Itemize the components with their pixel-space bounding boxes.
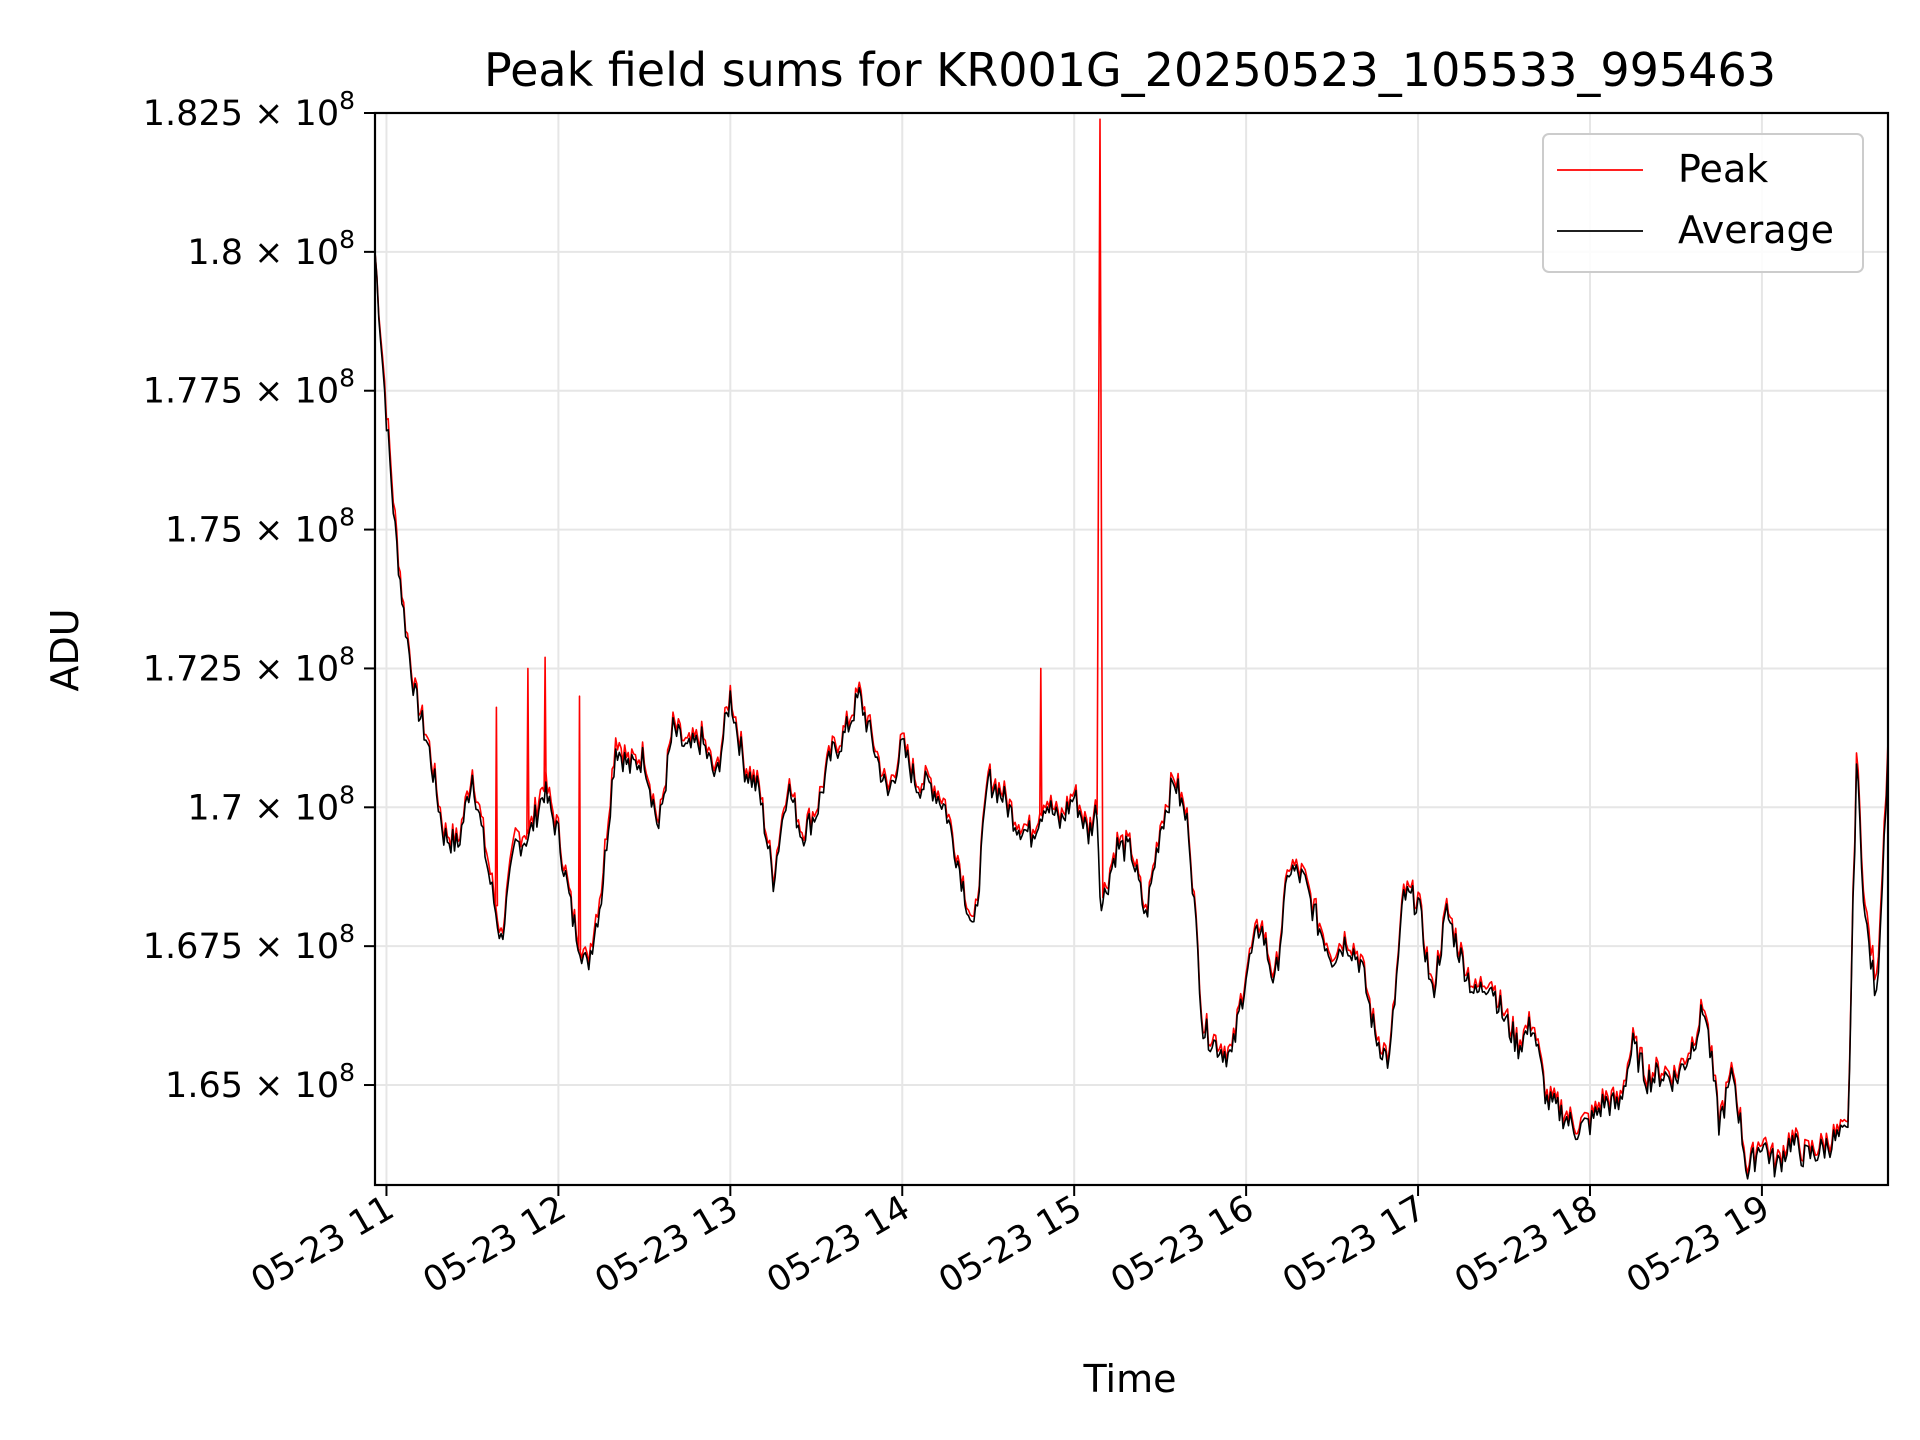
legend-peak-label: Peak (1678, 147, 1768, 191)
grid (375, 112, 1888, 1185)
average-series-line (375, 252, 1888, 1180)
y-axis: 1.65 × 108 1.675 × 108 1.7 × 108 1.725 × 10… (143, 86, 375, 1106)
y-axis-label: ADU (43, 608, 87, 691)
x-axis-label: Time (1083, 1357, 1177, 1401)
y-tick-label: 1.75 × 108 (165, 503, 355, 551)
y-tick-label: 1.725 × 108 (143, 641, 355, 689)
legend: Peak Average (1542, 133, 1864, 273)
y-tick-label: 1.8 × 108 (187, 225, 355, 273)
peak-series-line (375, 118, 1888, 1174)
y-tick-label: 1.775 × 108 (143, 364, 355, 412)
y-tick-label: 1.65 × 108 (165, 1058, 355, 1106)
x-tick-label: 05-23 15 (932, 1188, 1088, 1301)
x-tick-label: 05-23 17 (1276, 1188, 1432, 1301)
x-tick-label: 05-23 13 (589, 1188, 745, 1301)
x-tick-label: 05-23 14 (760, 1188, 916, 1301)
x-tick-label: 05-23 16 (1104, 1188, 1260, 1301)
series-layer (375, 118, 1888, 1180)
plot-frame (373, 111, 1890, 1187)
y-tick-label: 1.675 × 108 (143, 919, 355, 967)
x-tick-label: 05-23 19 (1620, 1188, 1776, 1301)
x-tick-label: 05-23 18 (1448, 1188, 1604, 1301)
chart-title: Peak field sums for KR001G_20250523_1055… (484, 43, 1776, 97)
y-tick-label: 1.7 × 108 (187, 780, 355, 828)
legend-box (1542, 133, 1864, 273)
x-tick-label: 05-23 12 (417, 1188, 573, 1301)
legend-average-label: Average (1678, 208, 1834, 252)
x-tick-label: 05-23 11 (245, 1188, 401, 1301)
y-tick-label: 1.825 × 108 (143, 86, 355, 134)
x-axis: 05-23 11 05-23 12 05-23 13 05-23 14 05-23 15… (245, 1185, 1776, 1301)
